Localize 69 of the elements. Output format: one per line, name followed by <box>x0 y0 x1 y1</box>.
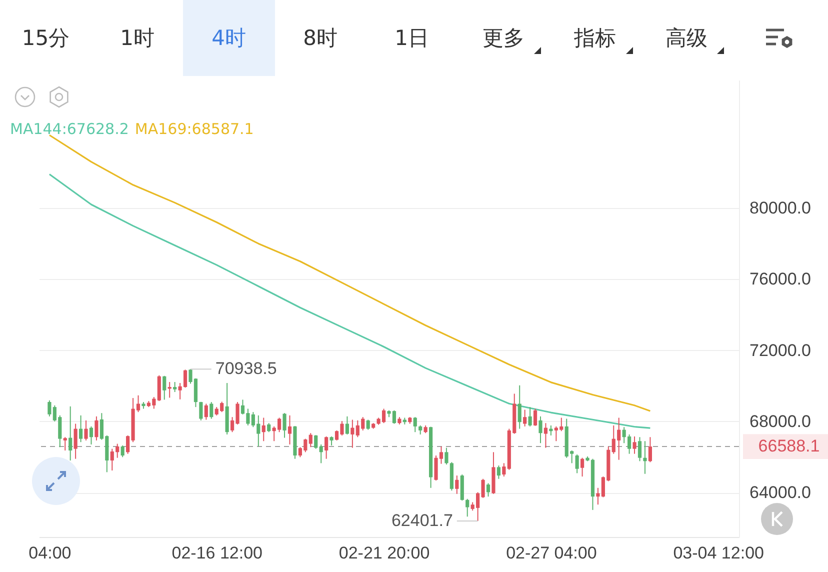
candlestick <box>544 422 548 448</box>
candlestick <box>89 426 94 445</box>
candlestick <box>538 416 542 444</box>
candlestick <box>120 444 124 458</box>
candlestick <box>350 419 354 448</box>
candlestick <box>418 424 422 435</box>
y-tick-label: 68000.0 <box>750 412 811 431</box>
annotation: 62401.7 <box>391 510 453 530</box>
text: MA144:67628.2 <box>10 120 129 138</box>
candlestick <box>84 420 88 441</box>
ref-line-label: 66588.1 <box>758 436 820 456</box>
annotation: 70938.5 <box>215 359 277 378</box>
candlestick <box>575 454 579 474</box>
candlestick <box>643 440 647 474</box>
text: 指标 <box>572 25 617 52</box>
candlestick <box>330 436 334 446</box>
candlestick <box>523 409 527 427</box>
x-tick-label: 03-04 12:00 <box>673 544 764 562</box>
candlestick <box>308 432 312 448</box>
candlestick <box>632 436 636 454</box>
candlestick <box>533 408 538 426</box>
text: 高级 <box>664 25 708 52</box>
candlestick <box>345 416 350 435</box>
x-tick-label: 02-27 04:00 <box>506 544 597 562</box>
candlestick <box>444 447 448 465</box>
candlestick <box>648 436 652 463</box>
candlestick <box>324 436 328 460</box>
candlestick <box>366 419 370 430</box>
text: 4时 <box>183 0 274 76</box>
candlestick <box>502 462 506 478</box>
candlestick <box>68 406 72 461</box>
candlestick <box>288 414 292 445</box>
candlestick <box>413 416 417 433</box>
candlestick <box>319 444 323 464</box>
y-tick-label: 76000.0 <box>750 270 811 289</box>
text: 更多 <box>481 25 526 52</box>
candlestick <box>486 482 490 498</box>
candlestick <box>78 414 83 443</box>
candlestick <box>48 400 52 417</box>
candlestick <box>173 382 177 393</box>
y-tick-label: 80000.0 <box>750 198 811 218</box>
y-tick-label: 64000.0 <box>750 483 811 502</box>
x-tick-label: 02-16 12:00 <box>172 544 262 562</box>
candlestick <box>199 401 203 421</box>
text: MA169:68587.1 <box>134 120 254 138</box>
candlestick <box>518 384 522 430</box>
text: 8时 <box>302 25 338 52</box>
candlestick <box>314 434 318 450</box>
candlestick <box>496 465 500 480</box>
candlestick <box>455 475 459 494</box>
candlestick <box>94 416 98 441</box>
candlestick <box>63 436 67 451</box>
candlestick <box>74 423 78 460</box>
candlestick <box>262 417 266 442</box>
text: 15分 <box>20 25 71 52</box>
candlestick <box>162 375 166 400</box>
candlestick <box>204 403 208 420</box>
candlestick <box>282 412 286 438</box>
x-tick-label: 04:00 <box>28 544 72 562</box>
x-tick-label: 02-21 20:00 <box>338 544 430 562</box>
candlestick <box>638 436 642 462</box>
candlestick <box>466 498 470 518</box>
y-tick-label: 72000.0 <box>750 340 811 360</box>
candlestick <box>210 402 214 420</box>
candlestick <box>267 422 271 433</box>
text: 1日 <box>394 25 430 52</box>
text: 1时 <box>119 25 156 52</box>
candlestick <box>580 457 584 478</box>
candlestick <box>528 406 532 427</box>
